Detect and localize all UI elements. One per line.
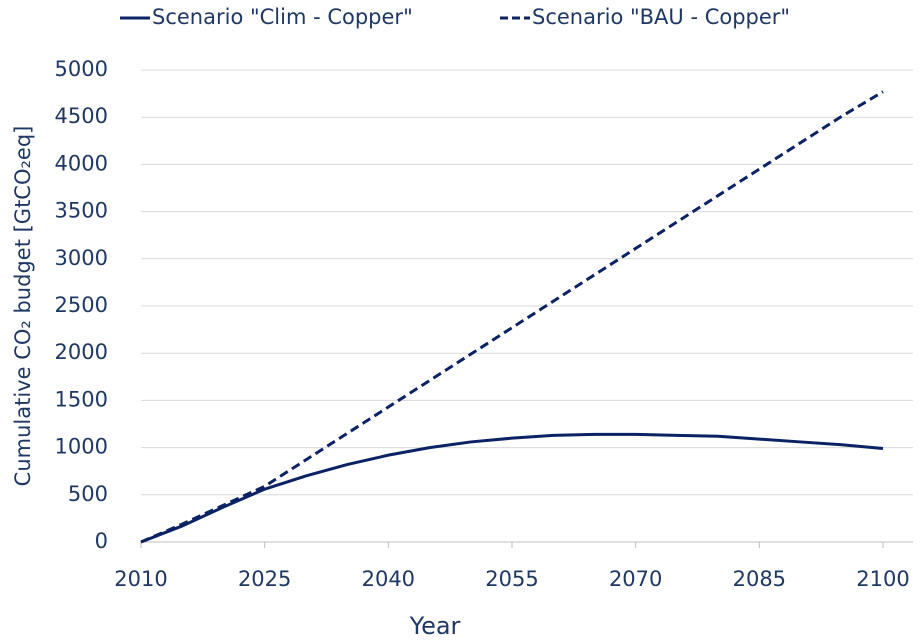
legend-label: Scenario "BAU - Copper" xyxy=(532,5,790,29)
y-tick-label: 4500 xyxy=(55,104,108,128)
y-tick-label: 2000 xyxy=(55,340,108,364)
x-tick-label: 2070 xyxy=(609,567,662,591)
x-tick-label: 2025 xyxy=(238,567,291,591)
y-axis-label: Cumulative CO₂ budget [GtCO₂eq] xyxy=(11,126,35,487)
x-tick-label: 2055 xyxy=(485,567,538,591)
y-tick-label: 5000 xyxy=(55,57,108,81)
y-tick-label: 1000 xyxy=(55,435,108,459)
series-line xyxy=(140,432,884,544)
y-tick-label: 500 xyxy=(68,482,108,506)
y-tick-label: 2500 xyxy=(55,293,108,317)
y-tick-label: 4000 xyxy=(55,151,108,175)
y-tick-label: 3500 xyxy=(55,199,108,223)
legend-label: Scenario "Clim - Copper" xyxy=(152,5,413,29)
x-tick-label: 2100 xyxy=(856,567,909,591)
x-tick-label: 2010 xyxy=(114,567,167,591)
series-line xyxy=(140,90,884,544)
x-axis-label: Year xyxy=(409,612,461,640)
x-tick-label: 2085 xyxy=(733,567,786,591)
y-tick-label: 1500 xyxy=(55,387,108,411)
y-tick-label: 0 xyxy=(95,529,108,553)
x-tick-label: 2040 xyxy=(362,567,415,591)
y-tick-label: 3000 xyxy=(55,246,108,270)
